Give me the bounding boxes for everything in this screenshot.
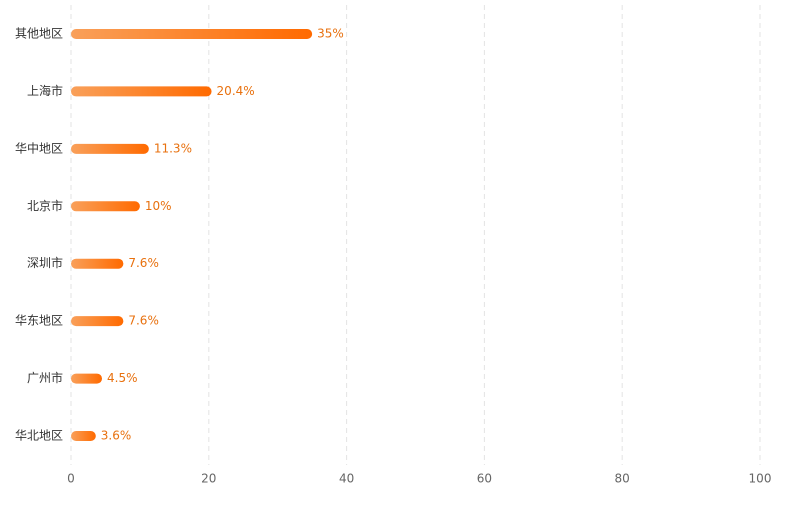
- bar: [71, 431, 96, 441]
- y-tick-label: 其他地区: [15, 27, 63, 41]
- value-label: 4.5%: [107, 371, 138, 385]
- x-tick-label: 20: [201, 472, 216, 486]
- y-tick-label: 华北地区: [15, 429, 63, 443]
- bar: [71, 86, 212, 97]
- value-label: 10%: [145, 199, 172, 213]
- value-label: 35%: [317, 27, 344, 41]
- y-tick-label: 深圳市: [27, 255, 63, 270]
- value-label: 11.3%: [154, 141, 192, 155]
- x-tick-label: 80: [615, 472, 630, 486]
- bar: [71, 316, 124, 327]
- value-label: 3.6%: [101, 429, 132, 443]
- bar: [71, 143, 149, 154]
- bar: [71, 258, 124, 269]
- bar: [71, 29, 313, 39]
- x-tick-label: 40: [339, 472, 354, 486]
- y-tick-label: 华中地区: [15, 140, 63, 155]
- bar: [71, 201, 140, 212]
- value-label: 7.6%: [128, 256, 159, 270]
- value-label: 7.6%: [128, 314, 159, 328]
- y-tick-label: 广州市: [27, 370, 63, 385]
- y-tick-label: 上海市: [27, 83, 63, 98]
- y-tick-label: 北京市: [27, 198, 63, 213]
- bar: [71, 373, 103, 384]
- x-tick-label: 0: [67, 472, 75, 486]
- x-tick-label: 60: [477, 472, 492, 486]
- x-tick-label: 100: [749, 472, 772, 486]
- value-label: 20.4%: [217, 84, 255, 98]
- y-tick-label: 华东地区: [15, 314, 63, 328]
